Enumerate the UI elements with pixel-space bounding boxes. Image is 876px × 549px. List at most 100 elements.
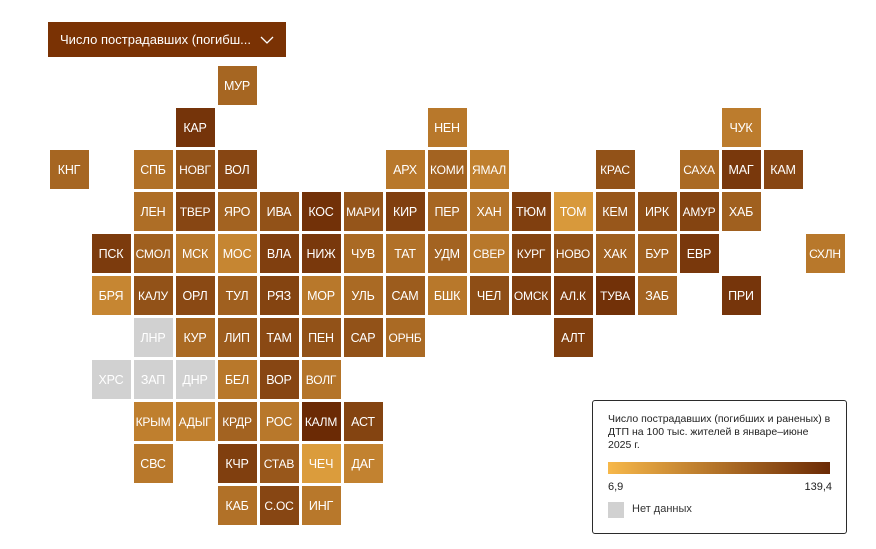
region-tile[interactable]: ХАК: [595, 234, 635, 273]
region-tile[interactable]: ДАГ: [343, 444, 383, 483]
region-tile[interactable]: ВОЛГ: [301, 360, 341, 399]
region-tile[interactable]: АМУР: [679, 192, 719, 231]
region-tile[interactable]: С.ОС: [259, 486, 299, 525]
region-tile[interactable]: ХРС: [91, 360, 131, 399]
region-tile[interactable]: ОРЛ: [175, 276, 215, 315]
region-tile[interactable]: КАМ: [763, 150, 803, 189]
region-tile[interactable]: ЗАП: [133, 360, 173, 399]
region-tile[interactable]: ПСК: [91, 234, 131, 273]
region-tile[interactable]: ВОЛ: [217, 150, 257, 189]
region-tile[interactable]: САХА: [679, 150, 719, 189]
region-tile[interactable]: ВЛА: [259, 234, 299, 273]
region-tile[interactable]: БЕЛ: [217, 360, 257, 399]
region-tile-label: МОС: [222, 246, 252, 261]
region-tile[interactable]: КАБ: [217, 486, 257, 525]
region-tile[interactable]: ТУЛ: [217, 276, 257, 315]
region-tile[interactable]: КАЛМ: [301, 402, 341, 441]
region-tile[interactable]: ЕВР: [679, 234, 719, 273]
region-tile[interactable]: ТАТ: [385, 234, 425, 273]
region-tile[interactable]: ЧУК: [721, 108, 761, 147]
region-tile[interactable]: МАРИ: [343, 192, 383, 231]
region-tile[interactable]: МАГ: [721, 150, 761, 189]
region-tile[interactable]: КАР: [175, 108, 215, 147]
region-tile[interactable]: БРЯ: [91, 276, 131, 315]
region-tile[interactable]: ДНР: [175, 360, 215, 399]
region-tile-label: ЗАБ: [645, 288, 669, 303]
region-tile[interactable]: КРДР: [217, 402, 257, 441]
region-tile[interactable]: УЛЬ: [343, 276, 383, 315]
region-tile[interactable]: ОМСК: [511, 276, 551, 315]
region-tile-label: МАГ: [728, 162, 754, 177]
region-tile[interactable]: БУР: [637, 234, 677, 273]
region-tile-label: КУР: [183, 330, 207, 345]
region-tile[interactable]: НЕН: [427, 108, 467, 147]
region-tile[interactable]: СПБ: [133, 150, 173, 189]
region-tile[interactable]: ТВЕР: [175, 192, 215, 231]
region-tile[interactable]: БШК: [427, 276, 467, 315]
region-tile[interactable]: НОВГ: [175, 150, 215, 189]
region-tile[interactable]: ИРК: [637, 192, 677, 231]
region-tile-label: КОС: [308, 204, 334, 219]
region-tile-label: АРХ: [393, 162, 417, 177]
region-tile[interactable]: ЧЕЧ: [301, 444, 341, 483]
region-tile[interactable]: СВЕР: [469, 234, 509, 273]
region-tile[interactable]: ЛИП: [217, 318, 257, 357]
region-tile[interactable]: ТАМ: [259, 318, 299, 357]
region-tile[interactable]: ТЮМ: [511, 192, 551, 231]
region-tile[interactable]: КОС: [301, 192, 341, 231]
region-tile[interactable]: ТОМ: [553, 192, 593, 231]
region-tile[interactable]: ТУВА: [595, 276, 635, 315]
region-tile[interactable]: НИЖ: [301, 234, 341, 273]
region-tile[interactable]: ЗАБ: [637, 276, 677, 315]
region-tile[interactable]: СХЛН: [805, 234, 845, 273]
region-tile-label: ЧУВ: [350, 246, 375, 261]
region-tile[interactable]: СТАВ: [259, 444, 299, 483]
region-tile[interactable]: КОМИ: [427, 150, 467, 189]
region-tile[interactable]: КНГ: [49, 150, 89, 189]
region-tile[interactable]: ХАН: [469, 192, 509, 231]
region-tile[interactable]: ЧЕЛ: [469, 276, 509, 315]
region-tile[interactable]: КРАС: [595, 150, 635, 189]
region-tile[interactable]: ЯМАЛ: [469, 150, 509, 189]
region-tile[interactable]: САМ: [385, 276, 425, 315]
region-tile[interactable]: ЛНР: [133, 318, 173, 357]
region-tile[interactable]: ЧУВ: [343, 234, 383, 273]
region-tile[interactable]: КЧР: [217, 444, 257, 483]
region-tile[interactable]: ЛЕН: [133, 192, 173, 231]
region-tile[interactable]: КАЛУ: [133, 276, 173, 315]
region-tile[interactable]: ИВА: [259, 192, 299, 231]
region-tile[interactable]: МОС: [217, 234, 257, 273]
region-tile[interactable]: КЕМ: [595, 192, 635, 231]
region-tile[interactable]: АСТ: [343, 402, 383, 441]
region-tile[interactable]: РОС: [259, 402, 299, 441]
region-tile[interactable]: ИНГ: [301, 486, 341, 525]
region-tile[interactable]: СМОЛ: [133, 234, 173, 273]
region-tile-label: ЧУК: [729, 120, 753, 135]
region-tile[interactable]: ОРНБ: [385, 318, 425, 357]
region-tile[interactable]: ХАБ: [721, 192, 761, 231]
region-tile[interactable]: УДМ: [427, 234, 467, 273]
region-tile[interactable]: ПРИ: [721, 276, 761, 315]
region-tile[interactable]: КУР: [175, 318, 215, 357]
region-tile[interactable]: КРЫМ: [133, 402, 173, 441]
region-tile[interactable]: МСК: [175, 234, 215, 273]
region-tile[interactable]: КУРГ: [511, 234, 551, 273]
region-tile[interactable]: РЯЗ: [259, 276, 299, 315]
region-tile[interactable]: АДЫГ: [175, 402, 215, 441]
region-tile[interactable]: ПЕН: [301, 318, 341, 357]
region-tile[interactable]: АРХ: [385, 150, 425, 189]
region-tile[interactable]: СВС: [133, 444, 173, 483]
region-tile[interactable]: АЛТ: [553, 318, 593, 357]
region-tile[interactable]: МОР: [301, 276, 341, 315]
region-tile[interactable]: МУР: [217, 66, 257, 105]
region-tile[interactable]: ПЕР: [427, 192, 467, 231]
region-tile[interactable]: ВОР: [259, 360, 299, 399]
region-tile[interactable]: КИР: [385, 192, 425, 231]
region-tile[interactable]: АЛ.К: [553, 276, 593, 315]
region-tile[interactable]: ЯРО: [217, 192, 257, 231]
region-tile-label: СПБ: [140, 162, 166, 177]
region-tile[interactable]: НОВО: [553, 234, 593, 273]
region-tile[interactable]: САР: [343, 318, 383, 357]
indicator-dropdown[interactable]: Число пострадавших (погибш...: [48, 22, 286, 57]
region-tile-label: ТВЕР: [179, 204, 211, 219]
